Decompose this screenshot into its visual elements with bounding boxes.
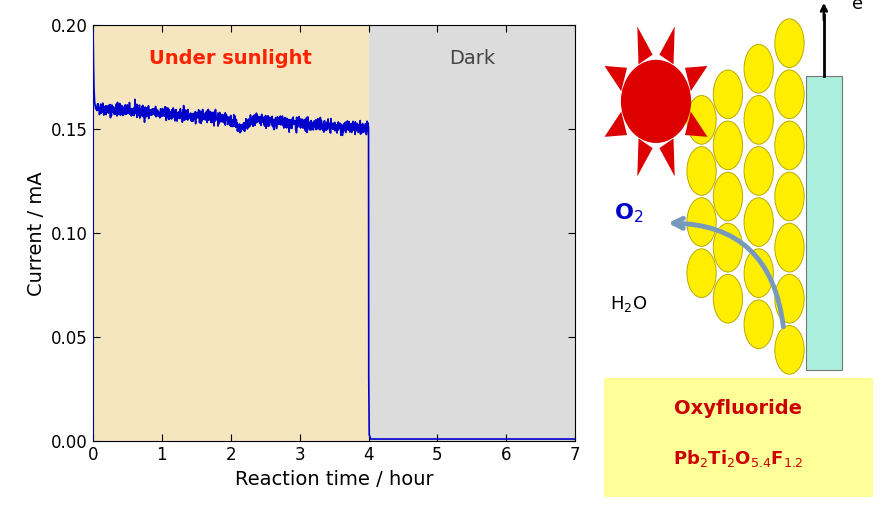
- Circle shape: [687, 249, 716, 298]
- Circle shape: [775, 172, 804, 221]
- Circle shape: [744, 300, 773, 349]
- Bar: [368, 25, 575, 441]
- Polygon shape: [685, 66, 707, 91]
- Circle shape: [687, 198, 716, 246]
- Polygon shape: [637, 26, 652, 64]
- Circle shape: [775, 70, 804, 119]
- Circle shape: [713, 121, 743, 170]
- Ellipse shape: [621, 60, 691, 143]
- Text: e$^-$: e$^-$: [851, 0, 876, 14]
- Circle shape: [744, 198, 773, 246]
- Circle shape: [744, 249, 773, 298]
- Polygon shape: [604, 66, 627, 91]
- Circle shape: [775, 325, 804, 374]
- Polygon shape: [659, 26, 674, 64]
- Circle shape: [687, 95, 716, 144]
- Circle shape: [687, 147, 716, 195]
- Circle shape: [775, 19, 804, 67]
- Text: Pb$_2$Ti$_2$O$_{5.4}$F$_{1.2}$: Pb$_2$Ti$_2$O$_{5.4}$F$_{1.2}$: [673, 448, 804, 469]
- Circle shape: [744, 45, 773, 93]
- Circle shape: [713, 274, 743, 323]
- Circle shape: [775, 274, 804, 323]
- Circle shape: [713, 223, 743, 272]
- Circle shape: [775, 223, 804, 272]
- Polygon shape: [637, 138, 652, 176]
- Circle shape: [713, 172, 743, 221]
- Polygon shape: [659, 138, 674, 176]
- FancyBboxPatch shape: [604, 378, 873, 497]
- Text: Dark: Dark: [449, 49, 495, 68]
- Polygon shape: [604, 112, 627, 137]
- Text: Under sunlight: Under sunlight: [150, 49, 312, 68]
- Circle shape: [744, 147, 773, 195]
- Text: O$_2$: O$_2$: [614, 201, 643, 225]
- Text: H$_2$O: H$_2$O: [610, 294, 647, 314]
- Circle shape: [775, 121, 804, 170]
- FancyArrowPatch shape: [673, 219, 783, 327]
- Text: Oxyfluoride: Oxyfluoride: [674, 399, 803, 418]
- Circle shape: [744, 95, 773, 144]
- Circle shape: [713, 70, 743, 119]
- X-axis label: Reaction time / hour: Reaction time / hour: [235, 469, 434, 489]
- Bar: [805, 76, 843, 370]
- Bar: [93, 25, 368, 441]
- Y-axis label: Current / mA: Current / mA: [27, 171, 46, 296]
- Polygon shape: [685, 112, 707, 137]
